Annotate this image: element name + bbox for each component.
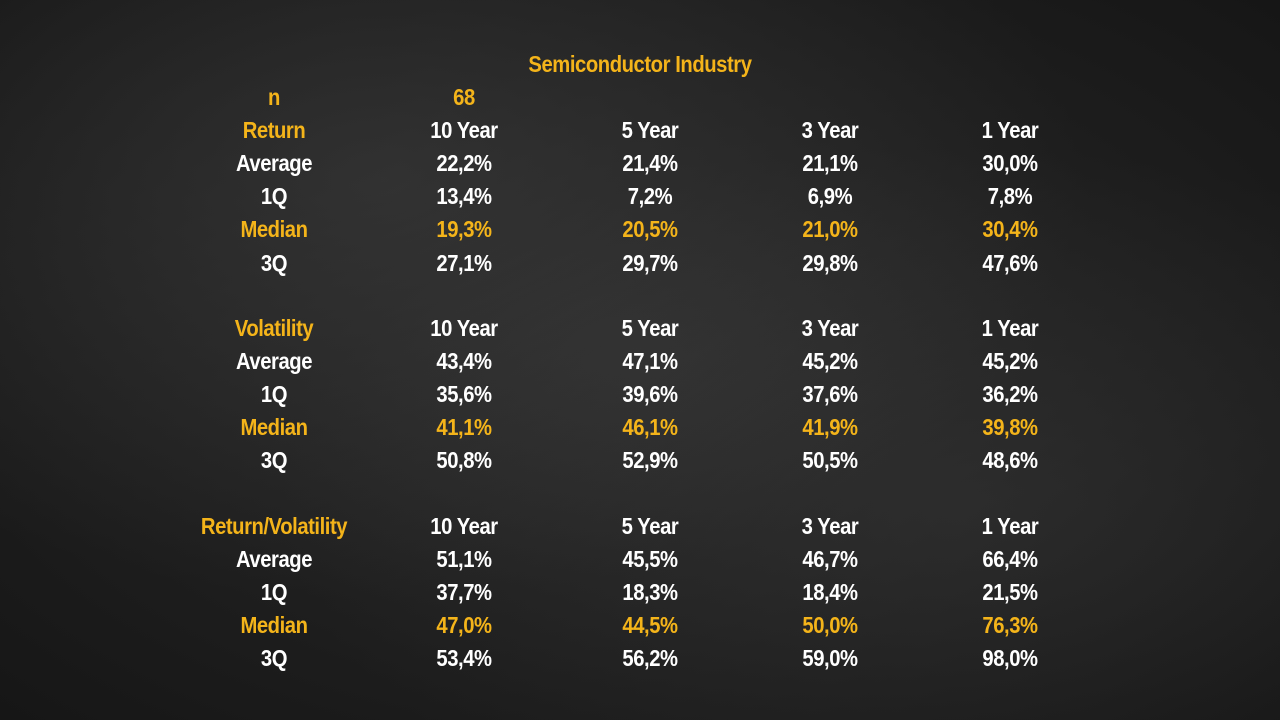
row-label-median: Median: [240, 216, 308, 242]
table-cell: 27,1%: [436, 250, 492, 276]
table-cell: 44,5%: [622, 612, 678, 638]
period-header: 10 Year: [430, 513, 498, 539]
table-cell: 48,6%: [982, 447, 1038, 473]
table-cell: 56,2%: [622, 645, 678, 671]
period-header: 1 Year: [981, 513, 1039, 539]
table-cell: 18,3%: [622, 579, 678, 605]
period-header: 5 Year: [621, 117, 679, 143]
table-cell: 59,0%: [802, 645, 858, 671]
table-cell: 36,2%: [982, 381, 1038, 407]
section-header-return: Return: [242, 117, 306, 143]
table-cell: 52,9%: [622, 447, 678, 473]
table-cell: 7,2%: [627, 183, 673, 209]
table-cell: 21,1%: [802, 150, 858, 176]
table-cell: 50,5%: [802, 447, 858, 473]
row-label-median: Median: [240, 414, 308, 440]
table-cell: 18,4%: [802, 579, 858, 605]
row-label-1q: 1Q: [260, 183, 288, 209]
section-header-return-volatility: Return/Volatility: [200, 513, 348, 539]
table-cell: 20,5%: [622, 216, 678, 242]
period-header: 10 Year: [430, 315, 498, 341]
row-label-1q: 1Q: [260, 579, 288, 605]
table-cell: 7,8%: [987, 183, 1033, 209]
table-cell: 22,2%: [436, 150, 492, 176]
table-cell: 45,2%: [982, 348, 1038, 374]
period-header: 3 Year: [801, 513, 859, 539]
row-label-3q: 3Q: [260, 250, 288, 276]
table-cell: 30,0%: [982, 150, 1038, 176]
period-header: 3 Year: [801, 315, 859, 341]
row-label-median: Median: [240, 612, 308, 638]
table-cell: 29,7%: [622, 250, 678, 276]
table-cell: 19,3%: [436, 216, 492, 242]
row-label-average: Average: [235, 348, 313, 374]
row-label-average: Average: [235, 546, 313, 572]
period-header: 5 Year: [621, 513, 679, 539]
table-cell: 51,1%: [436, 546, 492, 572]
table-cell: 41,9%: [802, 414, 858, 440]
table-cell: 21,0%: [802, 216, 858, 242]
period-header: 5 Year: [621, 315, 679, 341]
table-cell: 29,8%: [802, 250, 858, 276]
table-cell: 98,0%: [982, 645, 1038, 671]
n-label: n: [268, 84, 280, 110]
row-label-average: Average: [235, 150, 313, 176]
table-cell: 76,3%: [982, 612, 1038, 638]
table-cell: 39,8%: [982, 414, 1038, 440]
period-header: 3 Year: [801, 117, 859, 143]
n-value: 68: [453, 84, 475, 110]
table-cell: 50,8%: [436, 447, 492, 473]
table-cell: 37,6%: [802, 381, 858, 407]
table-cell: 47,6%: [982, 250, 1038, 276]
table-cell: 35,6%: [436, 381, 492, 407]
table-cell: 66,4%: [982, 546, 1038, 572]
table-cell: 41,1%: [436, 414, 492, 440]
table-cell: 21,5%: [982, 579, 1038, 605]
table-cell: 6,9%: [807, 183, 853, 209]
table-cell: 37,7%: [436, 579, 492, 605]
table-cell: 47,0%: [436, 612, 492, 638]
table-cell: 13,4%: [436, 183, 492, 209]
slide-title: Semiconductor Industry: [528, 51, 752, 77]
period-header: 1 Year: [981, 315, 1039, 341]
row-label-1q: 1Q: [260, 381, 288, 407]
table-cell: 47,1%: [622, 348, 678, 374]
row-label-3q: 3Q: [260, 447, 288, 473]
table-cell: 43,4%: [436, 348, 492, 374]
table-cell: 46,1%: [622, 414, 678, 440]
table-cell: 45,5%: [622, 546, 678, 572]
row-label-3q: 3Q: [260, 645, 288, 671]
period-header: 10 Year: [430, 117, 498, 143]
table-cell: 21,4%: [622, 150, 678, 176]
section-header-volatility: Volatility: [234, 315, 314, 341]
table-cell: 30,4%: [982, 216, 1038, 242]
table-cell: 45,2%: [802, 348, 858, 374]
table-cell: 50,0%: [802, 612, 858, 638]
table-cell: 46,7%: [802, 546, 858, 572]
table-cell: 39,6%: [622, 381, 678, 407]
period-header: 1 Year: [981, 117, 1039, 143]
table-cell: 53,4%: [436, 645, 492, 671]
